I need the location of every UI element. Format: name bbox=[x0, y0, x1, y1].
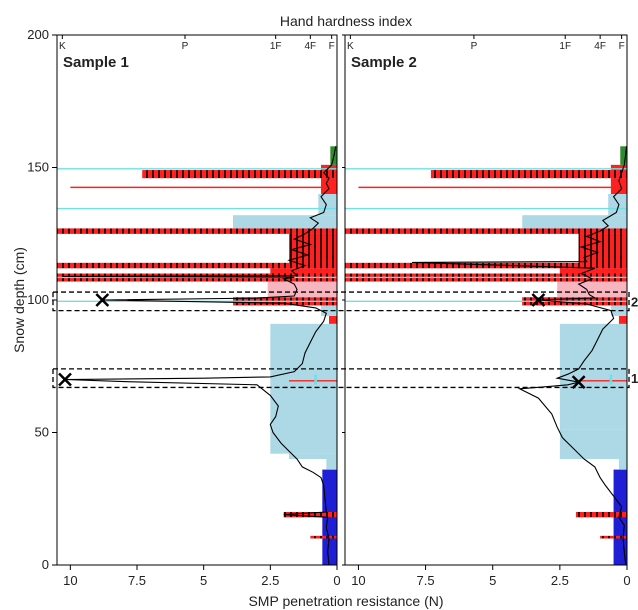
smp-profile-line bbox=[62, 146, 337, 565]
x-axis-title: SMP penetration resistance (N) bbox=[248, 593, 443, 609]
hatched-layer bbox=[345, 262, 627, 269]
hatched-layer bbox=[142, 170, 337, 179]
hardness-layer bbox=[618, 315, 627, 324]
hatched-layer bbox=[430, 170, 627, 179]
hardness-tick-label: P bbox=[182, 41, 189, 52]
hardness-layer bbox=[522, 215, 627, 229]
x-marker bbox=[58, 372, 72, 387]
hardness-layer bbox=[321, 178, 337, 194]
panel-label: Sample 1 bbox=[63, 54, 129, 71]
hardness-tick-label: P bbox=[471, 41, 478, 52]
hardness-layer bbox=[559, 323, 627, 430]
hardness-tick-label: K bbox=[59, 41, 66, 52]
y-axis-title: Snow depth (cm) bbox=[11, 247, 27, 353]
hardness-layer bbox=[321, 305, 337, 316]
hardness-layer bbox=[326, 459, 337, 470]
hatched-layer bbox=[283, 512, 337, 518]
highlight-bands: 21 bbox=[52, 291, 638, 389]
hatched-layer bbox=[310, 535, 337, 539]
hardness-layer bbox=[559, 429, 627, 459]
hatched-layer bbox=[57, 228, 337, 234]
hardness-layer bbox=[618, 459, 627, 470]
hardness-layer bbox=[559, 268, 627, 274]
hardness-tick-label: 1F bbox=[559, 41, 571, 52]
hatched-layer bbox=[575, 512, 627, 518]
x-marker bbox=[95, 293, 110, 307]
hardness-tick-label: 4F bbox=[594, 41, 606, 52]
x-tick-label: 7.5 bbox=[417, 573, 435, 588]
y-tick-label: 0 bbox=[42, 557, 49, 572]
y-tick-label: 200 bbox=[27, 27, 49, 42]
hardness-tick-label: 1F bbox=[270, 41, 282, 52]
panel-sample-1: 10 7.5 5 2.5 0 K P 1F 4F F Sample 1 bbox=[56, 34, 341, 588]
band-label: 1 bbox=[631, 371, 638, 386]
hatched-layer bbox=[57, 262, 337, 269]
x-marker bbox=[571, 375, 586, 390]
hardness-tick-label: F bbox=[619, 41, 625, 52]
hardness-layer bbox=[557, 281, 627, 298]
panel-frame bbox=[56, 34, 338, 566]
x-tick-label: 2.5 bbox=[551, 573, 569, 588]
x-tick-label: 0 bbox=[623, 573, 630, 588]
y-axis: 0 50 100 150 200 bbox=[27, 27, 57, 572]
x-tick-label: 5 bbox=[200, 573, 207, 588]
panel-content bbox=[345, 146, 627, 565]
hardness-layer bbox=[270, 323, 337, 454]
hardness-layer bbox=[233, 215, 337, 229]
hardness-tick-label: K bbox=[347, 41, 354, 52]
hardness-layer bbox=[610, 178, 627, 194]
x-tick-label: 5 bbox=[489, 573, 496, 588]
top-axis-title: Hand hardness index bbox=[280, 13, 412, 29]
panel-label: Sample 2 bbox=[351, 54, 417, 71]
y-tick-label: 100 bbox=[27, 292, 49, 307]
band-label: 2 bbox=[631, 294, 638, 309]
x-tick-label: 10 bbox=[63, 573, 77, 588]
hardness-layer bbox=[270, 268, 337, 274]
hatched-layer bbox=[345, 228, 627, 234]
depth-band bbox=[52, 291, 630, 312]
x-tick-label: 7.5 bbox=[128, 573, 146, 588]
hardness-layer bbox=[620, 146, 627, 165]
hardness-layer bbox=[610, 164, 627, 171]
x-marker bbox=[531, 293, 546, 307]
panel-content bbox=[57, 146, 337, 565]
x-tick-label: 2.5 bbox=[261, 573, 279, 588]
hatched-layer bbox=[600, 535, 627, 539]
x-tick-label: 10 bbox=[351, 573, 365, 588]
x-tick-label: 0 bbox=[333, 573, 340, 588]
hardness-layer bbox=[267, 281, 337, 298]
hardness-tick-label: F bbox=[329, 41, 335, 52]
y-tick-label: 150 bbox=[27, 160, 49, 175]
panel-sample-2: 10 7.5 5 2.5 0 K P 1F 4F F Sample 2 bbox=[342, 34, 631, 588]
hardness-layer bbox=[608, 194, 627, 216]
depth-band bbox=[52, 368, 630, 389]
hardness-layer bbox=[329, 315, 337, 324]
hardness-layer bbox=[289, 453, 337, 459]
hardness-tick-label: 4F bbox=[304, 41, 316, 52]
y-tick-label: 50 bbox=[35, 425, 49, 440]
